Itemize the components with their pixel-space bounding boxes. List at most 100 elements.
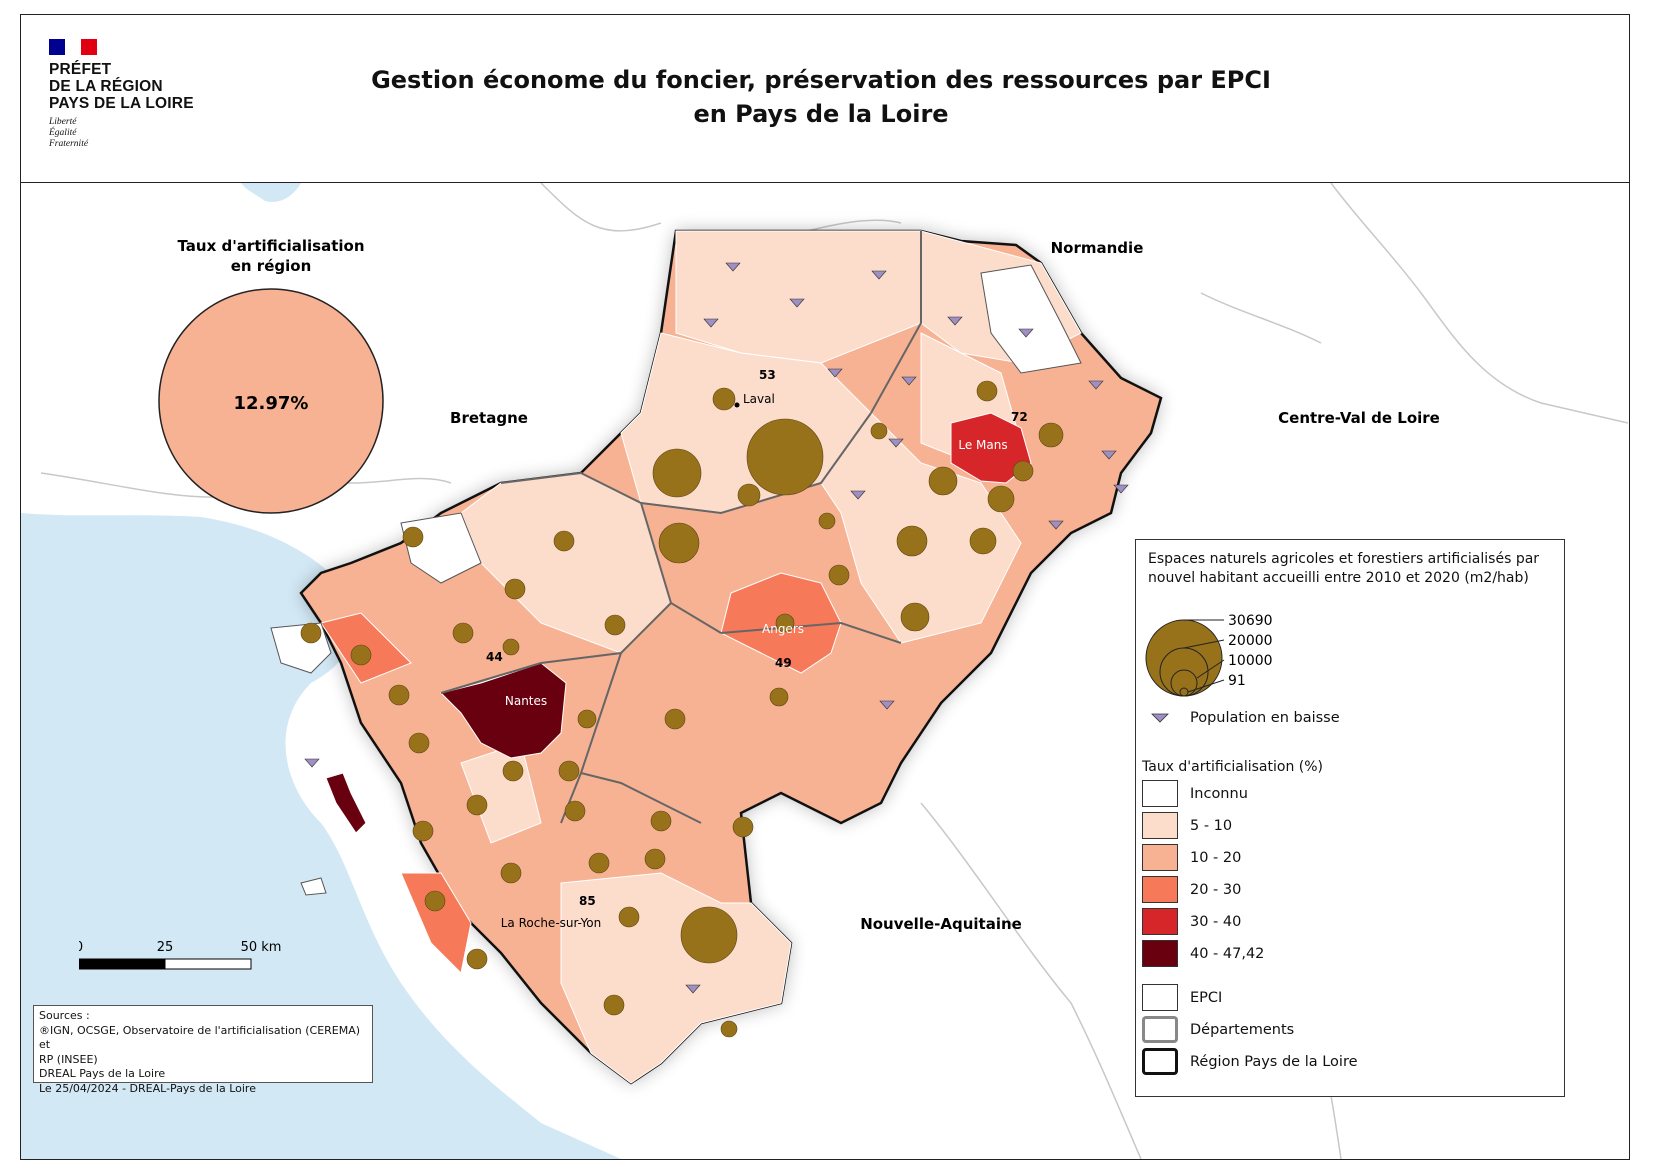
sources-box: Sources : ®IGN, OCSGE, Observatoire de l… <box>33 1005 373 1095</box>
scale-segment-1 <box>78 958 166 970</box>
proportional-circle <box>658 522 700 564</box>
proportional-circle <box>604 614 626 636</box>
proportional-circle <box>466 794 488 816</box>
proportional-circle <box>452 622 474 644</box>
proportional-circle <box>746 418 824 496</box>
motto-liberte: Liberté <box>49 117 77 127</box>
title-line-1: Gestion économe du foncier, préservation… <box>371 66 1271 94</box>
city-laval: Laval <box>743 392 775 406</box>
proportional-circle <box>618 906 640 928</box>
legend-region-row: Région Pays de la Loire <box>1142 1048 1358 1075</box>
population-decline-marker <box>879 700 895 710</box>
proportional-circle <box>603 994 625 1016</box>
legend-class-swatch <box>1142 844 1178 871</box>
logo-line-2: DE LA RÉGION <box>49 78 163 95</box>
population-decline-marker <box>789 298 805 308</box>
city-nantes: Nantes <box>505 694 547 708</box>
logo-motto: Liberté Égalité Fraternité <box>49 117 239 150</box>
city-angers: Angers <box>762 622 804 636</box>
sources-line-5: Le 25/04/2024 - DREAL-Pays de la Loire <box>39 1081 256 1095</box>
proportional-circle <box>502 638 520 656</box>
label-nouvelle-aquitaine: Nouvelle-Aquitaine <box>860 915 1022 933</box>
proportional-circle <box>828 564 850 586</box>
epci-zones-40-47 <box>325 662 567 834</box>
proportional-circle <box>564 800 586 822</box>
laval-dot <box>734 402 740 408</box>
sources-line-3: RP (INSEE) <box>39 1052 98 1066</box>
proportional-circle <box>720 1020 738 1038</box>
city-la-roche-sur-yon: La Roche-sur-Yon <box>501 916 602 930</box>
legend-class-row: 30 - 40 <box>1142 908 1241 935</box>
legend-circle-label-91: 91 <box>1228 673 1246 689</box>
markers-layer <box>300 262 1129 1038</box>
legend-class-label: Inconnu <box>1190 785 1248 802</box>
legend-class-label: 5 - 10 <box>1190 817 1233 834</box>
proportional-circle <box>588 852 610 874</box>
region-rate-value: 12.97% <box>234 393 309 414</box>
population-decline-marker <box>1088 380 1104 390</box>
legend-class-row: 10 - 20 <box>1142 844 1241 871</box>
label-normandie: Normandie <box>1051 239 1144 257</box>
scale-tick-0: 0 <box>79 940 83 955</box>
map-area: Taux d'artificialisation en région 12.97… <box>21 183 1629 1159</box>
population-decline-marker <box>1018 328 1034 338</box>
legend-class-row: 40 - 47,42 <box>1142 940 1264 967</box>
sources-line-2: ®IGN, OCSGE, Observatoire de l'artificia… <box>39 1023 361 1052</box>
proportional-circle <box>732 816 754 838</box>
proportional-circle <box>402 526 424 548</box>
dept-49: 49 <box>775 656 792 670</box>
proportional-circle <box>300 622 322 644</box>
legend-epci-label: EPCI <box>1190 989 1223 1006</box>
motto-egalite: Égalité <box>49 128 77 138</box>
legend-rate-title: Taux d'artificialisation (%) <box>1142 759 1324 775</box>
atlantic-sea <box>21 513 621 1159</box>
sea-inlet-north <box>241 183 301 203</box>
proportional-circle <box>987 485 1015 513</box>
proportional-circle <box>650 810 672 832</box>
sources-line-1: Sources : <box>39 1009 90 1022</box>
legend-circles-title: Espaces naturels agricoles et forestiers… <box>1148 551 1540 586</box>
proportional-circle <box>652 448 702 498</box>
legend-class-swatch <box>1142 876 1178 903</box>
legend-class-row: 20 - 30 <box>1142 876 1241 903</box>
legend: Espaces naturels agricoles et forestiers… <box>1135 539 1565 1097</box>
logo-line-3: PAYS DE LA LOIRE <box>49 95 194 112</box>
proportional-circle <box>553 530 575 552</box>
scale-bar: 0 25 50 km <box>75 937 299 991</box>
proportional-circle <box>737 483 761 507</box>
population-decline-marker <box>703 318 719 328</box>
proportional-circle <box>502 760 524 782</box>
dept-72: 72 <box>1011 410 1028 424</box>
legend-class-row: 5 - 10 <box>1142 812 1232 839</box>
population-decline-marker <box>850 490 866 500</box>
dept-44: 44 <box>486 650 503 664</box>
proportional-circle <box>969 527 997 555</box>
population-decline-marker <box>1101 450 1117 460</box>
proportional-circle <box>769 687 789 707</box>
scale-tick-25: 25 <box>157 940 174 955</box>
legend-region-swatch <box>1142 1048 1178 1075</box>
population-decline-marker <box>888 438 904 448</box>
population-decline-marker <box>901 376 917 386</box>
proportional-circle <box>712 387 736 411</box>
legend-class-label: 30 - 40 <box>1190 913 1242 930</box>
logo-line-1: PRÉFET <box>49 61 112 78</box>
proportional-circle <box>558 760 580 782</box>
legend-departements-label: Départements <box>1190 1021 1295 1038</box>
legend-population-row: Population en baisse <box>1142 708 1340 728</box>
proportional-circle <box>896 525 928 557</box>
legend-departements-swatch <box>1142 1016 1178 1043</box>
region-rate-heading-2: en région <box>231 257 312 275</box>
population-decline-icon <box>1151 713 1169 723</box>
map-svg: Taux d'artificialisation en région 12.97… <box>21 183 1628 1159</box>
population-decline-marker <box>304 758 320 768</box>
legend-epci-swatch <box>1142 984 1178 1011</box>
scale-bar-svg: 0 25 50 km <box>75 940 281 970</box>
legend-region-label: Région Pays de la Loire <box>1190 1053 1358 1070</box>
legend-circle-label-20000: 20000 <box>1228 633 1273 649</box>
proportional-circle <box>928 466 958 496</box>
proportional-circle <box>408 732 430 754</box>
legend-circle-label-30690: 30690 <box>1228 613 1273 629</box>
population-decline-marker <box>725 262 741 272</box>
region-rate-heading-1: Taux d'artificialisation <box>177 237 364 255</box>
